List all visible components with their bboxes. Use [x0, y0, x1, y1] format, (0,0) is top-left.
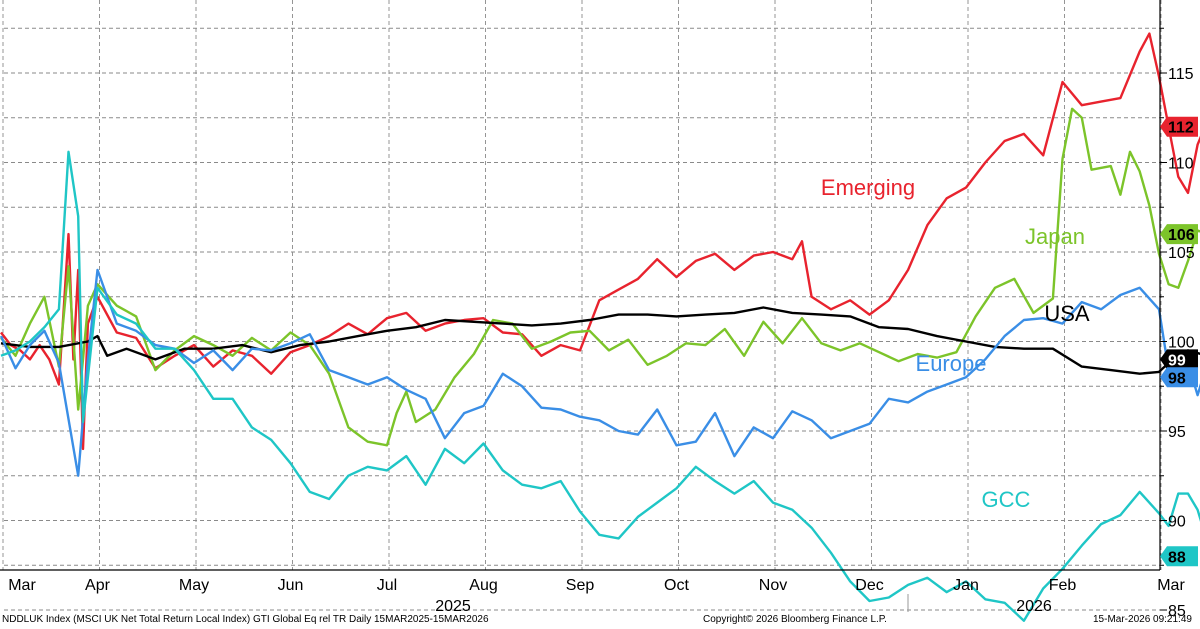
- series-label-emerging: Emerging: [821, 175, 915, 200]
- x-axis: Mar Apr May Jun Jul Aug Sep Oct Nov Dec Jan Feb Mar 2…: [0, 569, 1185, 615]
- end-label-gcc: 88: [1160, 546, 1198, 567]
- x-tick-label: Apr: [85, 577, 111, 594]
- x-tick-label: Dec: [855, 577, 883, 594]
- y-tick-label: 85: [1168, 603, 1186, 620]
- end-label-tag: [1160, 349, 1198, 370]
- x-year-label: 2026: [1016, 598, 1052, 615]
- end-label-tag: [1160, 367, 1198, 388]
- end-label-value: 112: [1168, 120, 1194, 137]
- series-label-europe: Europe: [916, 351, 987, 376]
- x-tick-label: Jul: [377, 577, 397, 594]
- end-label-europe: 98: [1160, 367, 1198, 388]
- y-tick-label: 115: [1168, 66, 1194, 83]
- series-line-emerging: [0, 32, 1200, 451]
- x-tick-label: May: [179, 577, 209, 594]
- y-tick-label: 100: [1168, 335, 1195, 352]
- end-label-tag: [1160, 224, 1198, 245]
- footer-source: NDDLUK Index (MSCI UK Net Total Return L…: [2, 614, 489, 625]
- end-label-japan: 106: [1160, 224, 1198, 245]
- series-lines: [0, 32, 1200, 622]
- series-line-gcc: [0, 150, 1200, 622]
- y-tick-label: 110: [1168, 156, 1194, 173]
- footer-copyright: Copyright© 2026 Bloomberg Finance L.P.: [703, 614, 887, 625]
- end-label-tag: [1160, 546, 1198, 567]
- series-line-usa: [0, 306, 1200, 375]
- end-label-value: 106: [1168, 227, 1195, 244]
- x-tick-label: Sep: [566, 577, 595, 594]
- y-tick-label: 105: [1168, 245, 1195, 262]
- end-label-emerging: 112: [1160, 116, 1198, 137]
- end-label-value: 99: [1168, 352, 1186, 369]
- x-tick-label: Nov: [759, 577, 787, 594]
- end-label-usa: 99: [1160, 349, 1198, 370]
- y-tick-label: 95: [1168, 424, 1186, 441]
- grid-lines: [2, 0, 1162, 611]
- x-tick-label: Jan: [953, 577, 979, 594]
- series-label-usa: USA: [1044, 301, 1090, 326]
- series-line-japan: [0, 107, 1200, 447]
- end-label-tag: [1160, 116, 1198, 137]
- y-axis: 85 90 95 100 105 110 115: [1159, 0, 1195, 620]
- x-tick-label: Mar: [8, 577, 36, 594]
- x-tick-label: Aug: [469, 577, 497, 594]
- end-label-value: 88: [1168, 549, 1186, 566]
- series-labels: Emerging Japan USA Europe GCC: [821, 175, 1090, 512]
- series-line-europe: [0, 268, 1200, 477]
- x-tick-label: Mar: [1157, 577, 1185, 594]
- y-tick-label: 90: [1168, 514, 1186, 531]
- x-tick-label: Jun: [278, 577, 304, 594]
- x-tick-label: Oct: [664, 577, 689, 594]
- x-tick-label: Feb: [1049, 577, 1077, 594]
- series-label-japan: Japan: [1025, 224, 1085, 249]
- end-label-value: 98: [1168, 370, 1186, 387]
- series-label-gcc: GCC: [982, 487, 1031, 512]
- x-year-label: 2025: [435, 598, 471, 615]
- footer-timestamp: 15-Mar-2026 09:21:49: [1093, 614, 1192, 625]
